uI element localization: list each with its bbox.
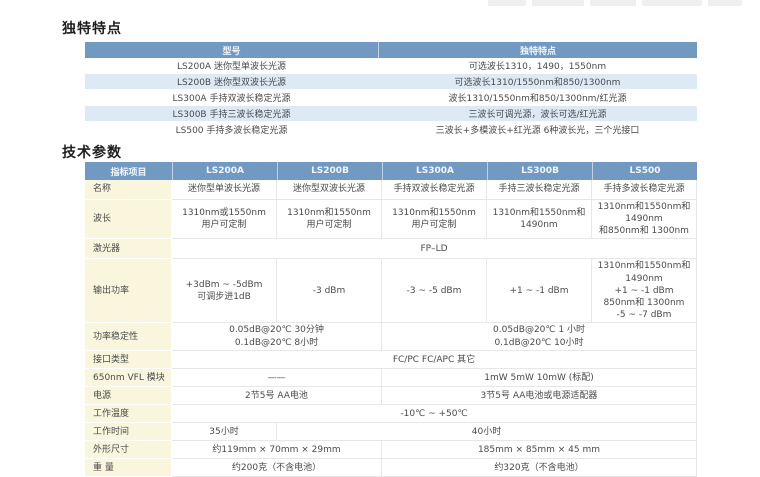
features-table: 型号 独特特点 LS200A 迷你型单波长光源 可选波长1310，1490，15… <box>85 42 697 138</box>
spec-value-cell: -3 dBm <box>277 259 382 324</box>
table-row: LS300B 手持三波长稳定光源 三波长可调光源，波长可选/红光源 <box>85 106 697 122</box>
spec-label-cell: 激光器 <box>85 239 172 260</box>
spec-value-cell: 0.05dB@20℃ 1 小时 0.1dB@20℃ 10小时 <box>382 323 697 352</box>
spec-value-cell: 1310nm和1550nm和1490nm +1 ~ -1 dBm 850nm和 … <box>592 259 697 324</box>
spec-row-stability: 功率稳定性 0.05dB@20℃ 30分钟 0.1dB@20℃ 8小时 0.05… <box>85 323 697 352</box>
spec-value-cell: 40小时 <box>277 423 697 442</box>
spec-label-cell: 电源 <box>85 387 172 406</box>
spec-value-cell: 迷你型双波长光源 <box>277 180 382 200</box>
spec-label-cell: 重 量 <box>85 459 172 477</box>
features-header-row: 型号 独特特点 <box>85 42 697 58</box>
feature-cell: 可选波长1310/1550nm和850/1300nm <box>378 74 697 90</box>
spec-value-cell: 2节5号 AA电池 <box>172 387 382 406</box>
spec-value-cell: 约320克（不含电池） <box>382 459 697 477</box>
model-cell: LS500 手持多波长稳定光源 <box>85 122 378 138</box>
spec-value-cell: +3dBm ~ -5dBm 可调步进1dB <box>172 259 277 324</box>
specs-header-ls300b: LS300B <box>487 162 592 180</box>
spec-value-cell: 1310nm和1550nm和1490nm 和850nm和 1300nm <box>592 200 697 240</box>
spec-label-cell: 名称 <box>85 180 172 200</box>
table-row: LS300A 手持双波长稳定光源 波长1310/1550nm和850/1300n… <box>85 90 697 106</box>
model-cell: LS300B 手持三波长稳定光源 <box>85 106 378 122</box>
spec-value-cell: -3 ~ -5 dBm <box>382 259 487 324</box>
spec-value-cell: 约119mm × 70mm × 29mm <box>172 441 382 460</box>
feature-cell: 波长1310/1550nm和850/1300nm/红光源 <box>378 90 697 106</box>
specs-table: 指标项目 LS200A LS200B LS300A LS300B LS500 名… <box>85 162 697 477</box>
spec-value-cell: 0.05dB@20℃ 30分钟 0.1dB@20℃ 8小时 <box>172 323 382 352</box>
spec-value-cell: FP–LD <box>172 239 697 260</box>
spec-label-cell: 输出功率 <box>85 259 172 324</box>
features-section-title: 独特特点 <box>62 21 122 37</box>
features-header-feature: 独特特点 <box>378 42 697 58</box>
spec-row-connector: 接口类型 FC/PC FC/APC 其它 <box>85 351 697 370</box>
spec-value-cell: 185mm × 85mm × 45 mm <box>382 441 697 460</box>
spec-value-cell: 1310nm或1550nm 用户可定制 <box>172 200 277 240</box>
spec-label-cell: 波长 <box>85 200 172 240</box>
feature-cell: 三波长+多模波长+红光源 6种波长光，三个光接口 <box>378 122 697 138</box>
feature-cell: 三波长可调光源，波长可选/红光源 <box>378 106 697 122</box>
spec-label-cell: 外形尺寸 <box>85 441 172 460</box>
specs-header-item: 指标项目 <box>85 162 172 180</box>
spec-row-wavelength: 波长 1310nm或1550nm 用户可定制 1310nm和1550nm 用户可… <box>85 200 697 240</box>
spec-value-cell: 手持双波长稳定光源 <box>382 180 487 200</box>
spec-value-cell: —— <box>172 369 382 388</box>
spec-row-laser: 激光器 FP–LD <box>85 239 697 260</box>
specs-header-ls200a: LS200A <box>172 162 277 180</box>
spec-label-cell: 工作温度 <box>85 405 172 424</box>
features-header-model: 型号 <box>85 42 378 58</box>
table-row: LS500 手持多波长稳定光源 三波长+多模波长+红光源 6种波长光，三个光接口 <box>85 122 697 138</box>
spec-value-cell: +1 ~ -1 dBm <box>487 259 592 324</box>
model-cell: LS200A 迷你型单波长光源 <box>85 58 378 74</box>
spec-row-weight: 重 量 约200克（不含电池） 约320克（不含电池） <box>85 459 697 477</box>
spec-row-power-supply: 电源 2节5号 AA电池 3节5号 AA电池或电源适配器 <box>85 387 697 406</box>
spec-value-cell: 约200克（不含电池） <box>172 459 382 477</box>
spec-value-cell: 手持多波长稳定光源 <box>592 180 697 200</box>
spec-value-cell: 1310nm和1550nm和1490nm <box>487 200 592 240</box>
spec-value-cell: 1mW 5mW 10mW (标配) <box>382 369 697 388</box>
spec-value-cell: 手持三波长稳定光源 <box>487 180 592 200</box>
spec-value-cell: FC/PC FC/APC 其它 <box>172 351 697 370</box>
spec-value-cell: 35小时 <box>172 423 277 442</box>
spec-value-cell: 3节5号 AA电池或电源适配器 <box>382 387 697 406</box>
spec-value-cell: -10℃ ~ +50℃ <box>172 405 697 424</box>
specs-header-ls200b: LS200B <box>277 162 382 180</box>
spec-row-output-power: 输出功率 +3dBm ~ -5dBm 可调步进1dB -3 dBm -3 ~ -… <box>85 259 697 324</box>
spec-label-cell: 接口类型 <box>85 351 172 370</box>
spec-row-dimensions: 外形尺寸 约119mm × 70mm × 29mm 185mm × 85mm ×… <box>85 441 697 460</box>
model-cell: LS200B 迷你型双波长光源 <box>85 74 378 90</box>
spec-row-vfl: 650nm VFL 模块 —— 1mW 5mW 10mW (标配) <box>85 369 697 388</box>
table-row: LS200B 迷你型双波长光源 可选波长1310/1550nm和850/1300… <box>85 74 697 90</box>
spec-value-cell: 1310nm和1550nm 用户可定制 <box>382 200 487 240</box>
spec-label-cell: 650nm VFL 模块 <box>85 369 172 388</box>
spec-label-cell: 工作时间 <box>85 423 172 442</box>
specs-header-ls300a: LS300A <box>382 162 487 180</box>
spec-row-runtime: 工作时间 35小时 40小时 <box>85 423 697 442</box>
feature-cell: 可选波长1310，1490，1550nm <box>378 58 697 74</box>
spec-label-cell: 功率稳定性 <box>85 323 172 352</box>
spec-row-name: 名称 迷你型单波长光源 迷你型双波长光源 手持双波长稳定光源 手持三波长稳定光源… <box>85 180 697 200</box>
model-cell: LS300A 手持双波长稳定光源 <box>85 90 378 106</box>
table-row: LS200A 迷你型单波长光源 可选波长1310，1490，1550nm <box>85 58 697 74</box>
specs-header-ls500: LS500 <box>592 162 697 180</box>
spec-value-cell: 1310nm和1550nm 用户可定制 <box>277 200 382 240</box>
spec-value-cell: 迷你型单波长光源 <box>172 180 277 200</box>
specs-section-title: 技术参数 <box>62 145 122 161</box>
spec-row-temperature: 工作温度 -10℃ ~ +50℃ <box>85 405 697 424</box>
specs-header-row: 指标项目 LS200A LS200B LS300A LS300B LS500 <box>85 162 697 180</box>
clipped-page-artifact <box>488 0 742 7</box>
